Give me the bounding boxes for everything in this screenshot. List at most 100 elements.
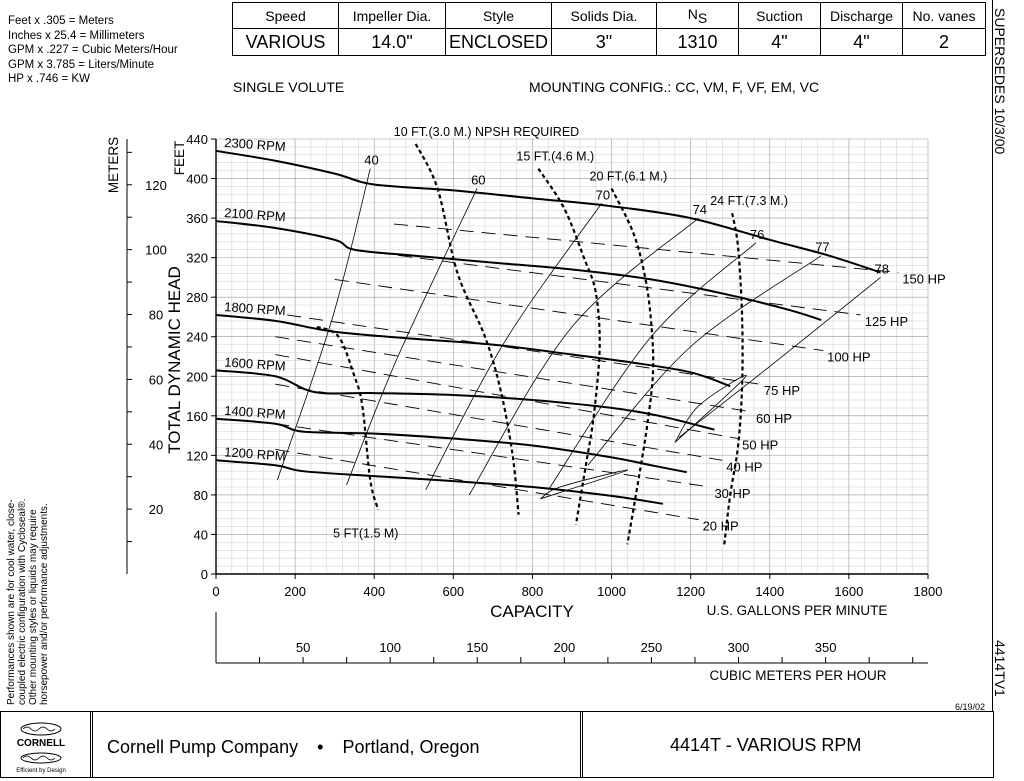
m3h-tick-label: 350 [815, 640, 837, 655]
rpm-label: 2300 RPM [224, 135, 286, 154]
spec-value-discharge: 4" [820, 28, 903, 56]
conversion-notes: Feet x .305 = Meters Inches x 25.4 = Mil… [8, 14, 178, 87]
hp-line [275, 383, 723, 461]
meters-tick-label: 20 [149, 502, 163, 517]
x-tick-label: 800 [522, 584, 544, 599]
meters-tick-label: 40 [149, 437, 163, 452]
rpm-curve [215, 459, 664, 505]
spec-header-ns: NS [656, 2, 739, 29]
efficiency-line [425, 203, 602, 491]
efficiency-label: 78 [875, 261, 889, 276]
npsh-label: 5 FT(1.5 M) [333, 527, 398, 541]
mounting-label: MOUNTING CONFIG.: CC, VM, F, VF, EM, VC [529, 79, 819, 95]
cornell-logo-icon: CORNELL Efficient by Design [16, 722, 66, 774]
npsh-label: 15 FT.(4.6 M.) [516, 150, 594, 164]
npsh-curve [610, 187, 655, 545]
company-name: Cornell Pump Company [107, 737, 299, 757]
npsh-curve [723, 212, 744, 545]
y-tick-label: 400 [186, 172, 208, 187]
m3h-tick-label: 50 [296, 640, 310, 655]
hp-lines [275, 223, 899, 521]
hp-line [287, 314, 760, 385]
efficiency-line [678, 277, 881, 438]
rpm-label: 1200 RPM [224, 444, 286, 463]
hp-label: 125 HP [865, 314, 908, 329]
spec-header-impeller: Impeller Dia. [338, 2, 446, 29]
npsh-curve [537, 168, 601, 525]
conversion-line: Feet x .305 = Meters [8, 15, 114, 27]
y-axis-meters-label: METERS [106, 137, 121, 193]
rpm-curve [215, 369, 715, 431]
efficiency-label: 77 [815, 240, 829, 255]
x-tick-label: 200 [284, 584, 306, 599]
spec-value-speed: VARIOUS [232, 28, 339, 56]
spec-value-vanes: 2 [902, 28, 986, 56]
spec-header-style: Style [445, 2, 552, 29]
hp-line [275, 423, 711, 488]
pump-curve-chart: SINGLE VOLUTE MOUNTING CONFIG.: CC, VM, … [106, 79, 946, 683]
npsh-label: 10 FT.(3.0 M.) NPSH REQUIRED [394, 125, 579, 139]
x-tick-label: 1200 [676, 584, 705, 599]
efficiency-label: 74 [693, 202, 707, 217]
npsh-curve [414, 143, 520, 515]
y-tick-label: 320 [186, 251, 208, 266]
m3h-tick-label: 300 [728, 640, 750, 655]
spec-value-solids: 3" [551, 28, 657, 56]
rpm-curve [215, 220, 822, 321]
hp-label: 40 HP [726, 459, 762, 474]
hp-line [275, 448, 699, 521]
x2-axis-title: CUBIC METERS PER HOUR [709, 668, 886, 683]
meters-tick-label: 60 [149, 372, 163, 387]
x-tick-label: 1600 [834, 584, 863, 599]
supersedes-note: SUPERSEDES 10/3/00 [992, 8, 1008, 155]
volute-label: SINGLE VOLUTE [233, 79, 344, 95]
spec-table: Speed Impeller Dia. Style Solids Dia. NS… [232, 2, 986, 56]
ns-subscript: S [697, 9, 708, 26]
hp-label: 150 HP [902, 271, 945, 286]
spec-value-suction: 4" [738, 28, 821, 56]
conversion-line: Inches x 25.4 = Millimeters [8, 29, 145, 42]
conversion-line: GPM x .227 = Cubic Meters/Hour [8, 44, 178, 56]
efficiency-line [276, 168, 371, 481]
hp-line [354, 249, 861, 316]
spec-header-discharge: Discharge [820, 2, 903, 29]
logo-box: CORNELL Efficient by Design [0, 711, 93, 778]
y-axis-feet-label: FEET [172, 141, 187, 176]
m3h-tick-label: 200 [554, 640, 576, 655]
right-divider [992, 0, 993, 711]
meters-tick-label: 120 [145, 178, 167, 193]
x-tick-label: 400 [363, 584, 385, 599]
hp-label: 100 HP [827, 350, 870, 365]
y-tick-label: 80 [194, 488, 208, 503]
company-line: Cornell Pump Company • Portland, Oregon [107, 737, 480, 758]
hp-label: 75 HP [764, 383, 800, 398]
efficiency-loop [674, 374, 747, 443]
hp-line [334, 278, 824, 352]
x-tick-label: 1800 [914, 584, 943, 599]
efficiency-label: 76 [750, 227, 764, 242]
efficiency-lines [276, 168, 881, 500]
spec-value-style: ENCLOSED [445, 28, 552, 56]
efficiency-line [547, 242, 757, 491]
footer: CORNELL Efficient by Design Cornell Pump… [0, 711, 1024, 778]
y-axis-title: TOTAL DYNAMIC HEAD [165, 266, 184, 454]
npsh-label: 24 FT.(7.3 M.) [710, 194, 788, 208]
rpm-label: 2100 RPM [224, 205, 286, 224]
meters-tick-label: 100 [145, 243, 167, 258]
x-axis-title: CAPACITY [490, 602, 574, 621]
conversion-line: HP x .746 = KW [8, 73, 90, 85]
chart-grid [215, 138, 929, 575]
x-tick-label: 0 [212, 584, 219, 599]
y-tick-label: 120 [186, 448, 208, 463]
hp-label: 50 HP [742, 438, 778, 453]
x-tick-label: 600 [442, 584, 464, 599]
logo-tagline: Efficient by Design [16, 768, 66, 774]
ns-label: N [687, 5, 698, 22]
efficiency-label: 70 [596, 187, 610, 202]
chart-axes: 0 200 400 600 800 1000 1200 1400 1600 1800 0 40 80 12… [126, 132, 943, 664]
npsh-curves [316, 143, 744, 545]
m3h-tick-label: 250 [641, 640, 663, 655]
hp-label: 30 HP [714, 486, 750, 501]
rpm-curves [215, 149, 881, 505]
y-tick-label: 0 [201, 567, 208, 582]
